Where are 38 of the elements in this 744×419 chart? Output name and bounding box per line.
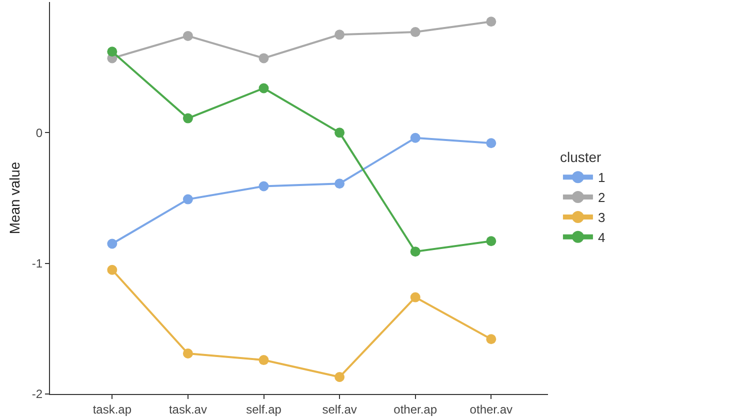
point xyxy=(258,83,269,94)
point xyxy=(182,194,193,204)
point xyxy=(410,292,420,302)
point xyxy=(334,372,345,382)
legend-label: 2 xyxy=(598,190,606,206)
x-tick-label: task.ap xyxy=(92,402,132,416)
point xyxy=(410,27,420,38)
x-tick-label: other.av xyxy=(470,402,512,416)
point xyxy=(107,46,118,57)
point xyxy=(258,53,269,64)
point xyxy=(182,348,193,358)
y-tick-label: -1 xyxy=(32,256,43,271)
point xyxy=(486,16,496,27)
x-tick-label: self.ap xyxy=(246,402,282,416)
point xyxy=(334,30,345,40)
y-tick-label: 0 xyxy=(36,126,43,140)
point xyxy=(486,236,496,246)
point xyxy=(334,178,345,189)
legend-label: 1 xyxy=(598,170,606,186)
point xyxy=(486,138,496,148)
point xyxy=(410,246,420,257)
legend-label: 4 xyxy=(598,230,606,245)
point xyxy=(182,113,193,124)
x-tick-label: other.ap xyxy=(394,402,438,416)
legend-title: cluster xyxy=(560,149,602,166)
y-tick-label: -2 xyxy=(32,387,43,402)
point xyxy=(258,355,269,366)
legend-label: 3 xyxy=(598,210,606,226)
y-axis-title: Mean value xyxy=(6,162,23,234)
point xyxy=(107,238,118,249)
point xyxy=(258,181,269,192)
point xyxy=(334,128,345,138)
x-tick-label: task.av xyxy=(168,402,207,416)
x-tick-label: self.av xyxy=(322,402,357,416)
point xyxy=(486,334,496,344)
point xyxy=(410,132,420,143)
point xyxy=(182,30,193,41)
point xyxy=(107,264,118,275)
